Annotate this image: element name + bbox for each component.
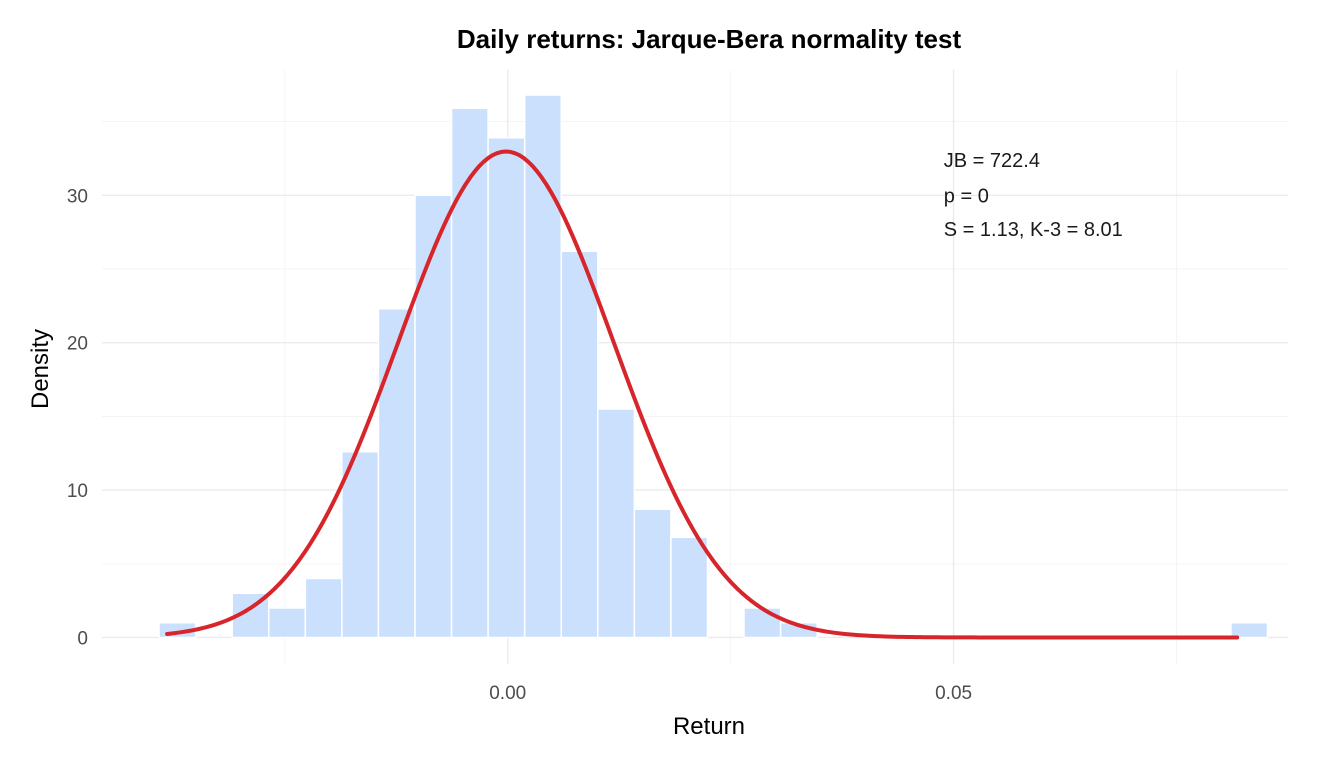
histogram-bar bbox=[597, 408, 636, 639]
histogram-bar bbox=[450, 107, 489, 639]
annotation-line: JB = 722.4 bbox=[944, 150, 1040, 172]
y-tick-label: 20 bbox=[67, 334, 88, 355]
histogram-bar bbox=[670, 536, 709, 639]
y-tick-label: 0 bbox=[77, 628, 88, 649]
histogram-bar bbox=[341, 451, 380, 639]
y-tick-label: 30 bbox=[67, 186, 88, 207]
y-axis-title: Density bbox=[27, 329, 54, 409]
x-tick-label: 0.00 bbox=[489, 683, 526, 704]
histogram-bar bbox=[487, 137, 526, 639]
x-tick-label: 0.05 bbox=[935, 683, 972, 704]
x-axis-ticks: 0.00 0.05 bbox=[489, 683, 972, 704]
annotation-line: S = 1.13, K-3 = 8.01 bbox=[944, 219, 1123, 241]
y-axis-ticks: 0 10 20 30 bbox=[67, 186, 88, 649]
histogram-bar bbox=[1230, 621, 1269, 639]
histogram-bar bbox=[414, 194, 453, 639]
jarque-bera-annotation: JB = 722.4 p = 0 S = 1.13, K-3 = 8.01 bbox=[944, 150, 1123, 241]
histogram-bar bbox=[633, 508, 672, 639]
x-axis-title: Return bbox=[673, 713, 745, 740]
histogram-bar bbox=[560, 250, 599, 639]
annotation-line: p = 0 bbox=[944, 185, 989, 207]
density-curve-layer bbox=[165, 149, 1240, 640]
density-curve bbox=[165, 149, 1240, 640]
histogram-bars bbox=[158, 94, 1269, 639]
histogram-bar bbox=[523, 94, 562, 639]
histogram-bar bbox=[304, 577, 343, 639]
histogram-bar bbox=[743, 607, 782, 639]
y-tick-label: 10 bbox=[67, 481, 88, 502]
histogram-bar bbox=[377, 308, 416, 639]
histogram-bar bbox=[268, 607, 307, 639]
chart-title: Daily returns: Jarque-Bera normality tes… bbox=[457, 24, 962, 54]
